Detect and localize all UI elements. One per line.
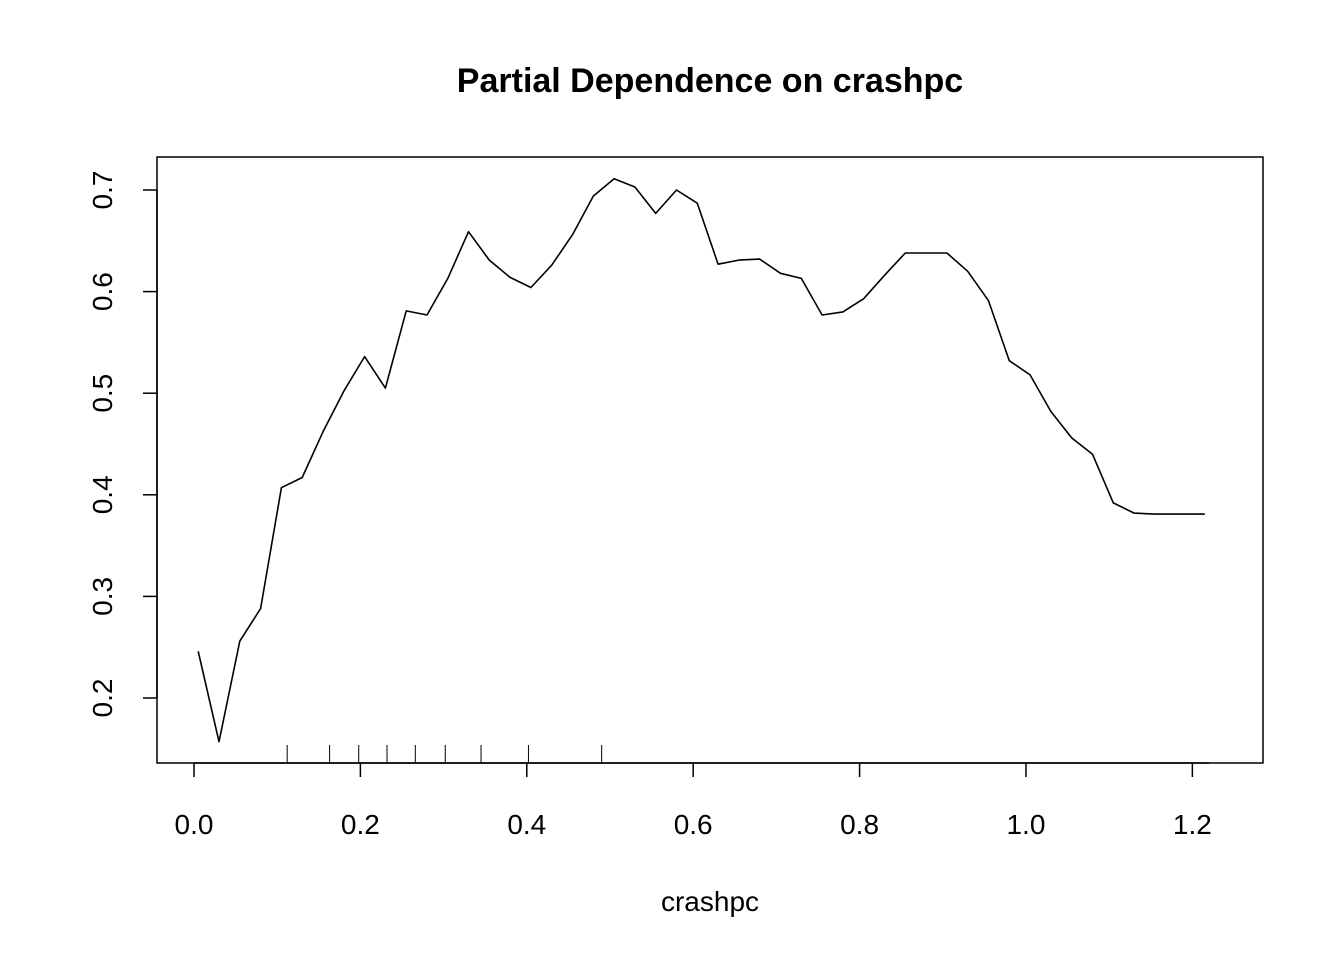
y-tick-label: 0.7: [87, 171, 118, 210]
y-tick-label: 0.6: [87, 272, 118, 311]
x-axis-ticks: 0.0 0.2 0.4 0.6 0.8 1.0 1.2: [175, 763, 1212, 840]
x-tick-label: 1.0: [1006, 809, 1045, 840]
rug-marks: [286, 745, 603, 763]
plot-area-border: [156, 156, 1264, 764]
x-axis-label: crashpc: [661, 886, 759, 917]
y-tick-label: 0.2: [87, 679, 118, 718]
chart-title: Partial Dependence on crashpc: [457, 62, 963, 100]
x-tick-label: 1.2: [1173, 809, 1212, 840]
x-tick-label: 0.4: [507, 809, 546, 840]
series-line: [197, 178, 1205, 743]
x-tick-label: 0.2: [341, 809, 380, 840]
y-tick-label: 0.5: [87, 374, 118, 413]
y-tick-label: 0.3: [87, 577, 118, 616]
x-tick-label: 0.8: [840, 809, 879, 840]
x-tick-label: 0.6: [674, 809, 713, 840]
x-tick-label: 0.0: [175, 809, 214, 840]
y-axis-ticks: 0.2 0.3 0.4 0.5 0.6 0.7: [87, 171, 157, 718]
y-tick-label: 0.4: [87, 475, 118, 514]
